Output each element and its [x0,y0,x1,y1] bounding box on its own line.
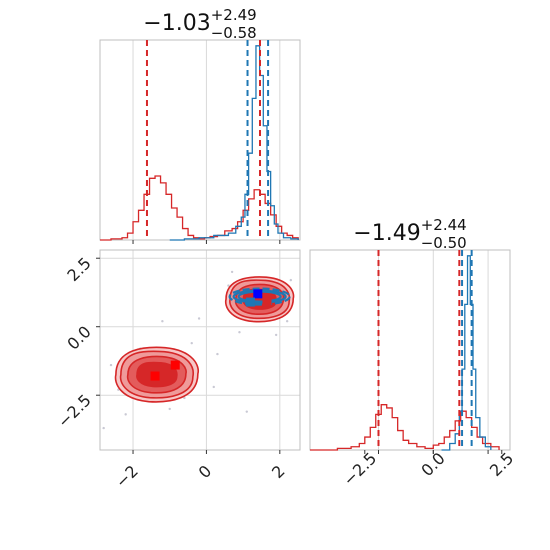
marker [170,360,180,370]
x-tick-label: −2.5 [339,449,380,490]
scatter-point [161,320,164,323]
y-tick-label: 2.5 [63,254,94,285]
scatter-point [168,407,171,411]
scatter-point [238,330,241,334]
scatter-point [124,413,127,416]
scatter-point [212,385,215,389]
marginal-x-title: −1.03+2.49 −0.58 [143,6,256,42]
title-sub: −0.50 [421,234,467,252]
scatter-point [230,270,234,274]
y-tick-label: −2.5 [54,391,95,432]
histogram-step [441,255,492,451]
scatter-point [190,341,193,345]
title-main: −1.49 [353,221,420,246]
scatter-point [289,278,293,282]
x-tick-label: 0.0 [417,449,448,480]
title-sup: +2.49 [211,6,257,24]
scatter-point [245,410,248,413]
scatter-point [109,363,113,367]
scatter-point [197,317,201,320]
scatter-point [274,333,278,337]
marker [262,297,272,307]
marker [253,289,263,299]
scatter-point [102,426,105,430]
axes-frame [99,39,301,241]
title-sup: +2.44 [421,216,467,234]
histogram-step [169,45,299,241]
contour-level [228,287,291,306]
marginal-x-histogram [99,39,301,244]
marginal-y-histogram: −2.5 0.0 2.5 [309,249,517,490]
x-tick-label: 2.5 [486,449,517,480]
y-tick-label: 0.0 [63,322,94,353]
scatter-point [216,352,219,356]
marginal-y-title: −1.49+2.44 −0.50 [353,216,466,252]
title-sub: −0.58 [211,24,257,42]
axes-frame [309,249,511,451]
marker [245,297,255,307]
scatter-point [227,284,230,287]
scatter-point [183,396,186,400]
x-tick-label: 0 [195,461,216,482]
joint-contour-plot: −2 0 2 2.5 0.0 −2.5 [54,249,301,492]
axes-frame [99,249,301,451]
x-tick-label: −2 [112,461,142,491]
marker [150,371,160,381]
title-main: −1.03 [143,11,210,36]
x-tick-label: 2 [268,461,289,482]
scatter-point [285,320,289,323]
